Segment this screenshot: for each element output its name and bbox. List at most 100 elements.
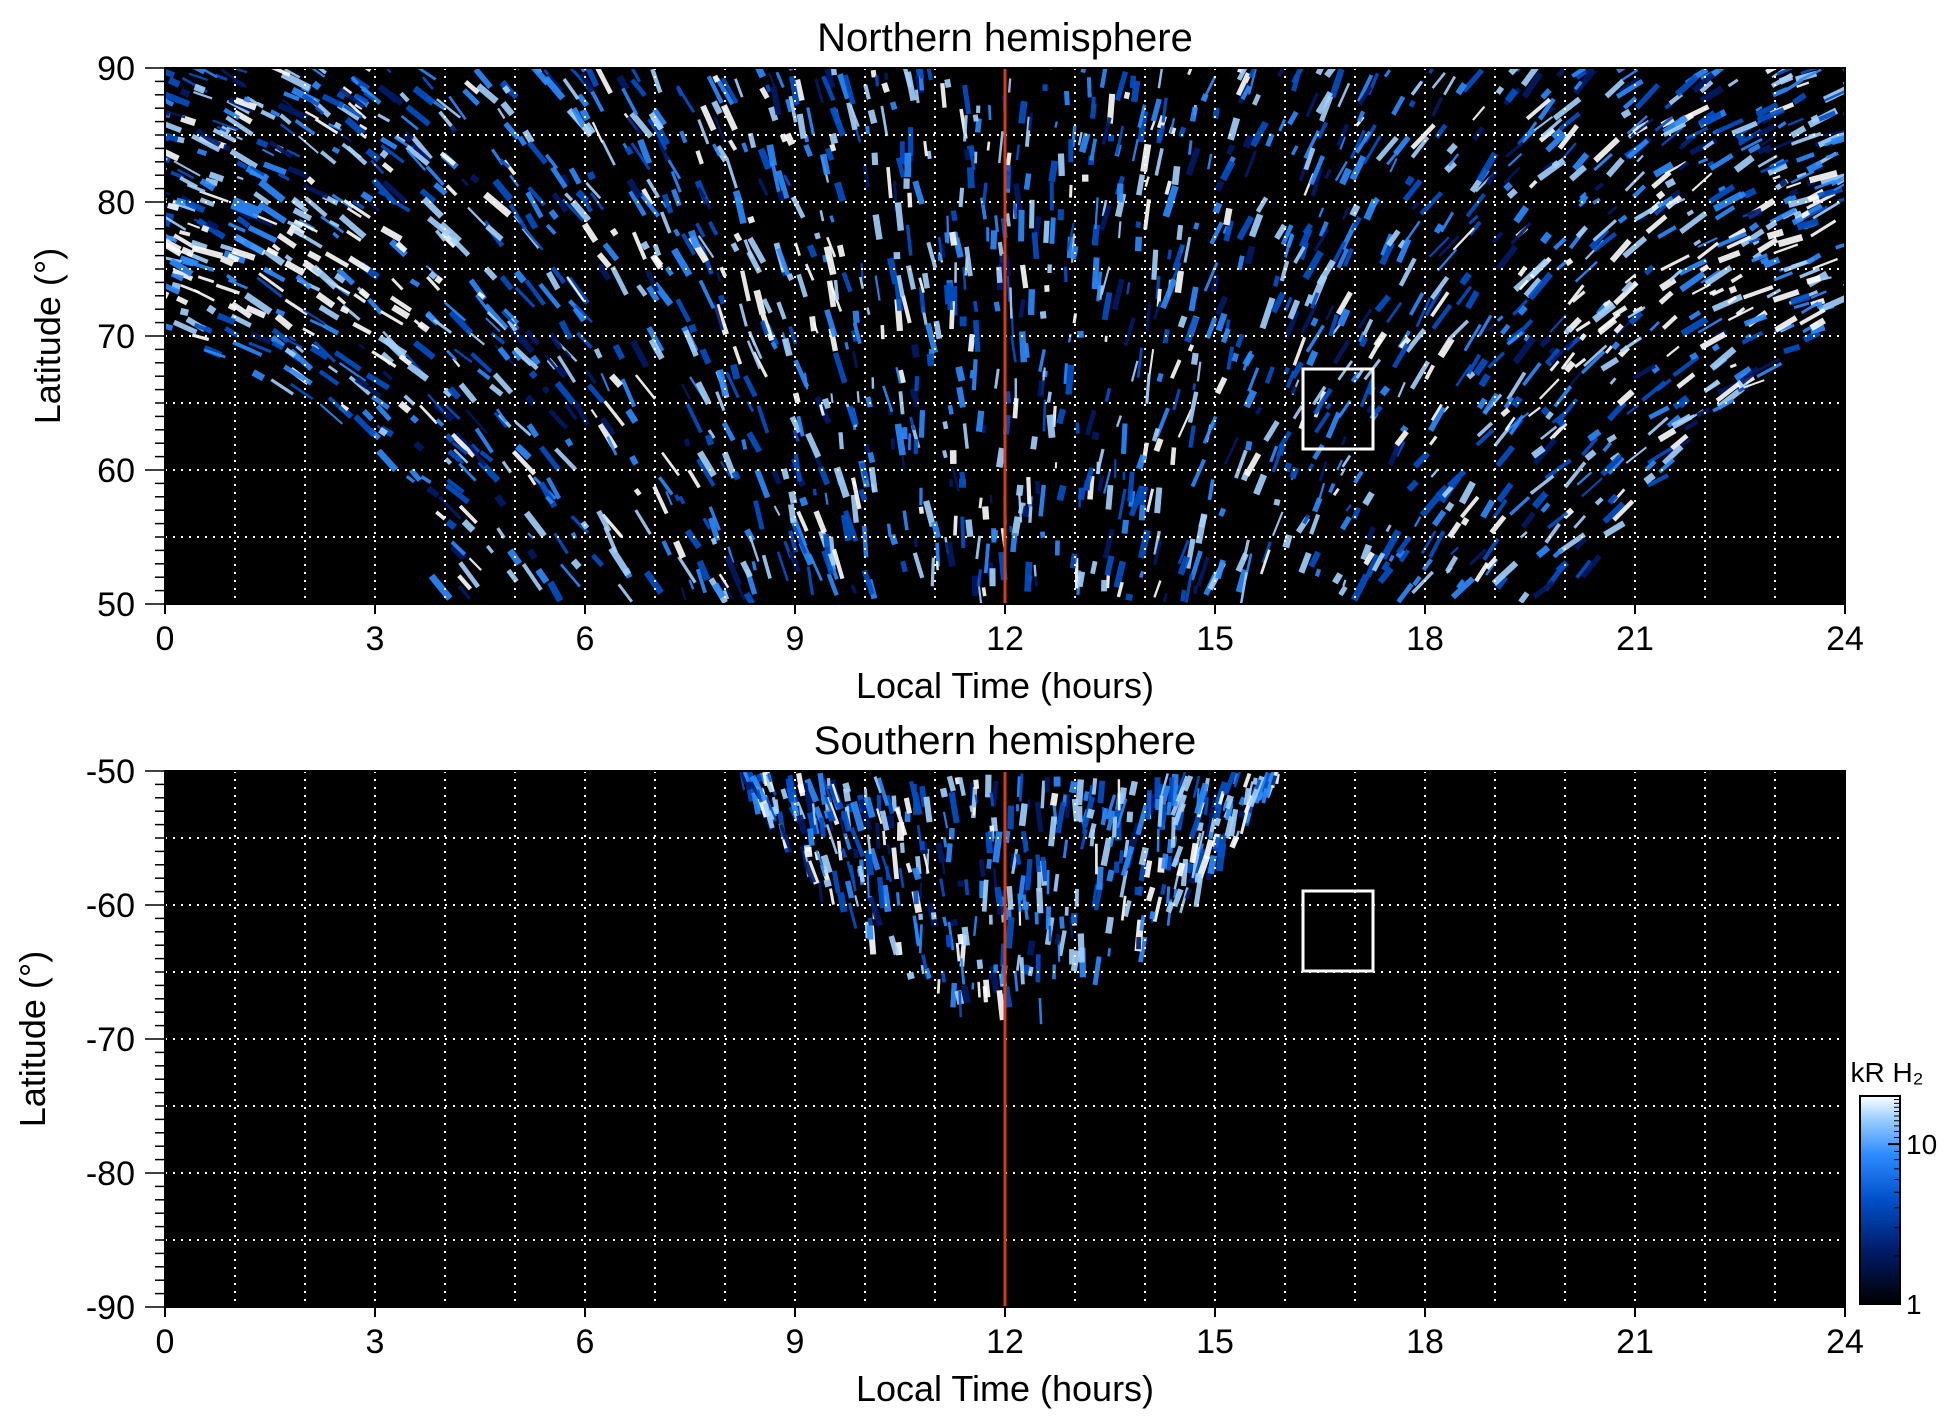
emission-streak — [1028, 506, 1033, 523]
emission-streak — [1742, 285, 1774, 300]
emission-streak — [1500, 407, 1511, 418]
emission-streak — [352, 199, 365, 210]
emission-streak — [1757, 154, 1778, 168]
emission-streak — [852, 322, 862, 345]
emission-streak — [838, 432, 844, 450]
emission-streak — [1363, 551, 1375, 566]
emission-streak — [1237, 255, 1245, 271]
northern-xlabel: Local Time (hours) — [856, 665, 1154, 706]
emission-streak — [1100, 807, 1109, 826]
emission-streak — [1661, 127, 1684, 147]
emission-streak — [197, 275, 215, 284]
emission-streak — [338, 213, 367, 239]
emission-streak — [1458, 480, 1476, 505]
emission-streak — [823, 533, 831, 556]
emission-streak — [443, 301, 467, 322]
emission-streak — [230, 301, 253, 319]
emission-streak — [1153, 530, 1161, 555]
emission-streak — [872, 214, 883, 240]
emission-streak — [570, 514, 590, 534]
emission-streak — [1386, 301, 1403, 324]
emission-streak — [1649, 320, 1660, 332]
emission-streak — [697, 234, 715, 259]
emission-streak — [776, 551, 789, 582]
emission-streak — [899, 842, 905, 854]
emission-streak — [826, 236, 837, 258]
emission-streak — [1137, 885, 1144, 897]
emission-streak — [1028, 112, 1034, 131]
emission-streak — [1544, 522, 1561, 544]
emission-streak — [1153, 580, 1162, 598]
emission-streak — [712, 301, 724, 331]
emission-streak — [1203, 261, 1219, 292]
emission-streak — [630, 78, 647, 97]
emission-streak — [548, 408, 569, 430]
emission-streak — [1072, 313, 1078, 324]
emission-streak — [930, 912, 937, 920]
emission-streak — [458, 382, 478, 404]
emission-streak — [203, 348, 226, 359]
emission-streak — [1698, 79, 1714, 94]
emission-streak — [1513, 205, 1530, 224]
emission-streak — [590, 408, 598, 419]
emission-streak — [1265, 133, 1275, 148]
emission-streak — [1102, 528, 1115, 559]
emission-streak — [1162, 592, 1169, 603]
emission-streak — [620, 378, 637, 408]
emission-streak — [1545, 410, 1554, 420]
emission-streak — [165, 241, 183, 257]
emission-streak — [707, 429, 716, 439]
emission-streak — [333, 350, 362, 372]
emission-streak — [376, 448, 399, 473]
emission-streak — [1194, 873, 1202, 884]
emission-streak — [1756, 362, 1783, 378]
emission-streak — [953, 515, 958, 536]
emission-streak — [788, 75, 800, 106]
emission-streak — [911, 867, 922, 881]
emission-streak — [497, 107, 506, 120]
emission-streak — [937, 254, 943, 261]
emission-streak — [1176, 224, 1184, 241]
emission-streak — [467, 206, 487, 227]
emission-streak — [793, 811, 799, 821]
emission-streak — [749, 774, 768, 803]
emission-streak — [470, 443, 481, 454]
emission-streak — [379, 136, 398, 150]
emission-streak — [191, 333, 210, 342]
emission-streak — [1377, 566, 1394, 584]
emission-streak — [733, 232, 743, 243]
emission-streak — [1217, 835, 1227, 859]
emission-streak — [1664, 177, 1676, 189]
emission-streak — [236, 175, 244, 181]
emission-streak — [501, 310, 520, 330]
emission-streak — [1603, 520, 1626, 538]
emission-streak — [220, 243, 233, 252]
emission-streak — [842, 788, 851, 802]
emission-streak — [1019, 264, 1029, 289]
emission-streak — [1054, 933, 1061, 945]
emission-streak — [1138, 936, 1148, 963]
emission-streak — [1005, 916, 1015, 949]
emission-streak — [945, 934, 952, 948]
emission-streak — [287, 220, 302, 230]
emission-streak — [732, 345, 743, 365]
emission-streak — [1018, 100, 1028, 124]
emission-streak — [575, 189, 590, 204]
emission-streak — [868, 847, 881, 871]
emission-streak — [1567, 284, 1585, 306]
emission-streak — [935, 560, 939, 571]
emission-streak — [1656, 378, 1672, 392]
emission-streak — [873, 776, 883, 794]
emission-streak — [844, 880, 855, 899]
emission-streak — [293, 219, 304, 228]
emission-streak — [1087, 475, 1095, 500]
emission-streak — [444, 457, 453, 466]
emission-streak — [1519, 530, 1528, 539]
emission-streak — [1657, 195, 1674, 209]
emission-streak — [363, 91, 375, 102]
emission-streak — [1491, 498, 1508, 520]
emission-streak — [271, 340, 284, 351]
emission-streak — [1540, 406, 1551, 416]
emission-streak — [1096, 271, 1103, 302]
